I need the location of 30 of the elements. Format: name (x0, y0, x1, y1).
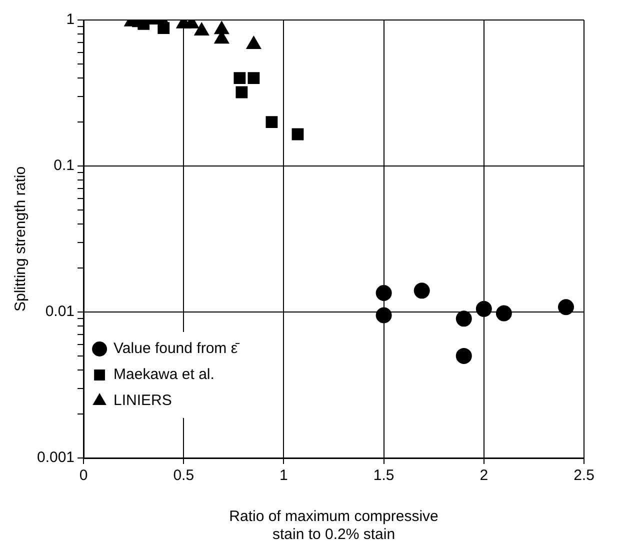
point (456, 310, 472, 327)
x-tick-label: 2.5 (574, 467, 594, 484)
x-axis-title: Ratio of maximum compressive stain to 0.2% stain (229, 508, 438, 544)
y-tick-label: 0.01 (45, 303, 75, 320)
x-tick-label: 0 (79, 467, 88, 484)
point (558, 299, 574, 316)
point (138, 20, 150, 30)
y-tick-label: 1 (66, 11, 75, 28)
point (158, 22, 170, 34)
x-tick-label: 1 (280, 467, 288, 484)
point (496, 305, 512, 322)
y-axis-title: Splitting strength ratio (12, 166, 30, 312)
point (292, 128, 304, 140)
point (234, 72, 246, 84)
legend-label: Value found from ε̄ (114, 340, 240, 358)
x-tick-label: 2 (480, 467, 488, 484)
point (236, 86, 248, 98)
y-tick-label: 0.001 (36, 449, 75, 466)
legend-label: LINIERS (114, 392, 172, 410)
x-tick-label: 1.5 (373, 467, 394, 484)
legend-label: Maekawa et al. (114, 366, 214, 384)
point (248, 72, 260, 84)
point (414, 282, 430, 299)
x-tick-label: 0.5 (173, 467, 194, 484)
point (476, 300, 492, 317)
point (456, 348, 472, 364)
point (376, 284, 392, 301)
point (376, 307, 392, 324)
y-tick-label: 0.1 (54, 157, 75, 174)
point (266, 116, 278, 128)
